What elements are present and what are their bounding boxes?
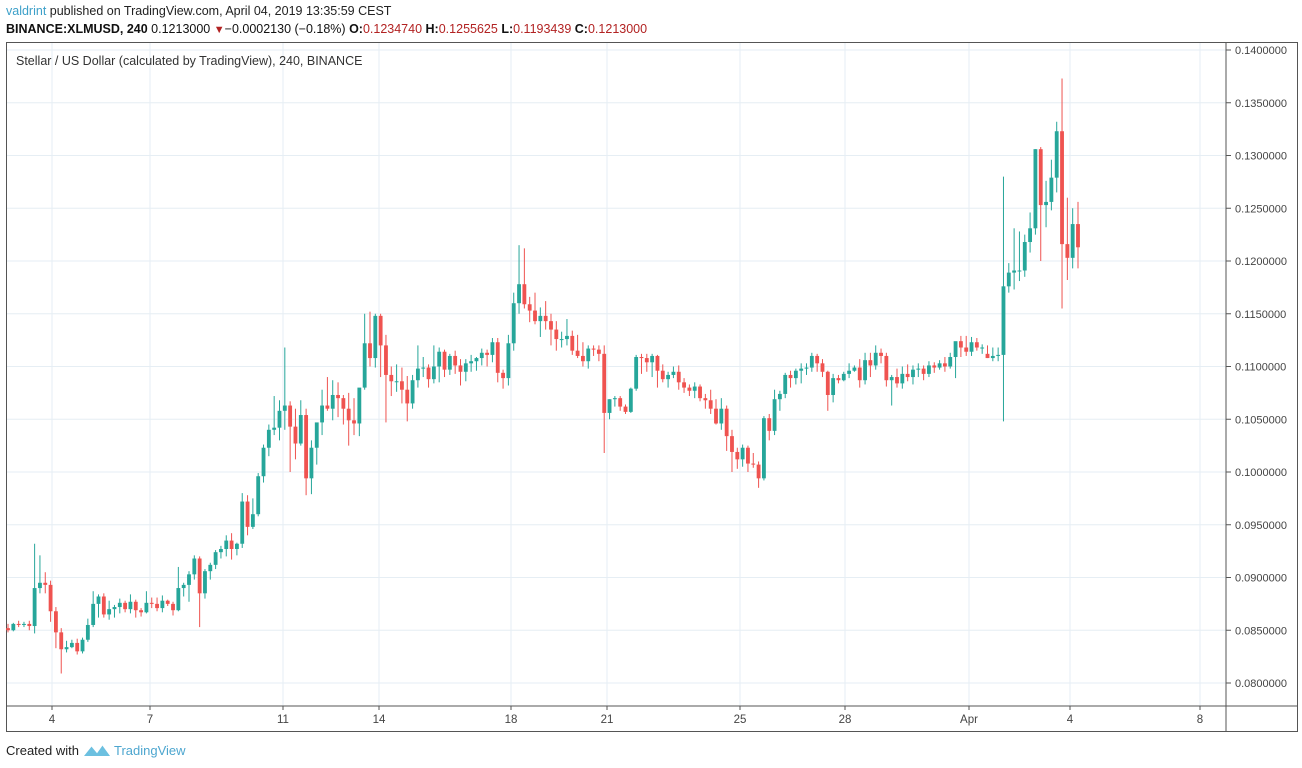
author-link[interactable]: valdrint — [6, 4, 47, 18]
down-arrow-icon: ▼ — [213, 24, 225, 36]
tradingview-link[interactable]: TradingView — [113, 742, 186, 758]
y-axis-label: 0.1000000 — [1235, 467, 1287, 479]
y-axis-label: 0.0850000 — [1235, 625, 1287, 637]
symbol-label: BINANCE:XLMUSD, 240 — [6, 22, 148, 36]
y-axis-label: 0.0900000 — [1235, 573, 1287, 585]
y-axis-label: 0.0800000 — [1235, 678, 1287, 690]
chart-legend: Stellar / US Dollar (calculated by Tradi… — [16, 54, 363, 68]
y-axis-label: 0.1400000 — [1235, 45, 1287, 57]
candles — [6, 78, 1080, 674]
close-label: C: — [574, 22, 588, 36]
last-price: 0.1213000 — [151, 22, 211, 36]
open-value: 0.1234740 — [362, 22, 423, 36]
y-axis-label: 0.1050000 — [1235, 414, 1287, 426]
y-axis-label: 0.1350000 — [1235, 98, 1287, 110]
x-axis-label: 18 — [505, 714, 518, 726]
y-axis-label: 0.1150000 — [1235, 309, 1286, 321]
x-axis-label: Apr — [960, 714, 978, 726]
publish-info: valdrint published on TradingView.com, A… — [6, 4, 391, 18]
chart-frame — [6, 42, 1298, 732]
high-label: H: — [425, 22, 439, 36]
x-axis-label: 11 — [277, 714, 289, 726]
close-value: 0.1213000 — [587, 22, 648, 36]
y-axis-label: 0.1200000 — [1235, 256, 1287, 268]
price-change: −0.0002130 (−0.18%) — [224, 22, 346, 36]
x-axis-label: 14 — [373, 714, 386, 726]
x-axis-label: 25 — [734, 714, 747, 726]
created-with-text: Created with — [6, 742, 79, 758]
x-axis-label: 4 — [1067, 714, 1074, 726]
open-label: O: — [349, 22, 363, 36]
published-text: published on TradingView.com, April 04, … — [46, 4, 392, 18]
x-axis-label: 7 — [147, 714, 153, 726]
low-value: 0.1193439 — [513, 22, 572, 36]
x-axis-label: 28 — [839, 714, 852, 726]
footer: Created with TradingView — [6, 742, 186, 758]
symbol-info: BINANCE:XLMUSD, 240 0.1213000 ▼−0.000213… — [6, 22, 647, 36]
x-axis-label: 8 — [1197, 714, 1203, 726]
tradingview-logo-icon — [83, 744, 110, 756]
y-axis-label: 0.1250000 — [1235, 203, 1287, 215]
y-axis-label: 0.0950000 — [1235, 520, 1287, 532]
y-axis-label: 0.1300000 — [1235, 151, 1287, 163]
high-value: 0.1255625 — [438, 22, 498, 36]
x-axis-label: 4 — [49, 714, 56, 726]
x-axis-label: 21 — [601, 714, 614, 726]
y-axis-label: 0.1100000 — [1235, 362, 1286, 374]
low-label: L: — [501, 22, 514, 36]
